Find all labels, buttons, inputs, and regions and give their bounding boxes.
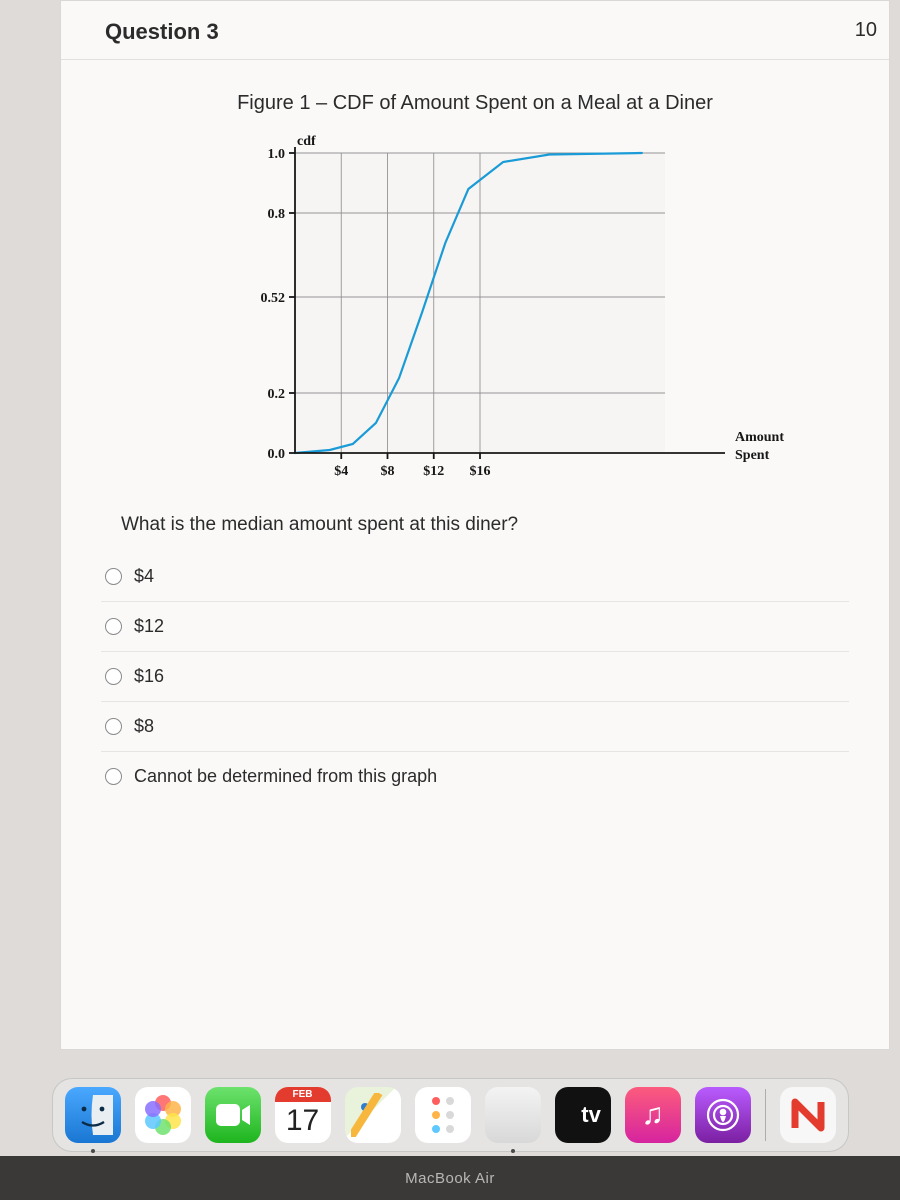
calendar-month: FEB	[275, 1087, 331, 1102]
svg-text:0.2: 0.2	[268, 387, 286, 402]
svg-text:$4: $4	[334, 464, 348, 479]
svg-text:0.0: 0.0	[268, 447, 286, 462]
svg-text:$8: $8	[381, 464, 395, 479]
question-header: Question 3 10	[61, 1, 889, 60]
maps-icon[interactable]	[345, 1087, 401, 1143]
finder-icon[interactable]	[65, 1087, 121, 1143]
figure-area: Figure 1 – CDF of Amount Spent on a Meal…	[61, 60, 889, 494]
option-label: Cannot be determined from this graph	[134, 766, 437, 787]
svg-text:0.8: 0.8	[268, 207, 286, 222]
cdf-chart: 0.0 0.2 0.52 0.8 1.0 $4 $8 $12 $16 cdf Amount Spent	[225, 129, 785, 479]
radio-icon	[105, 618, 122, 635]
reminders-icon[interactable]	[415, 1087, 471, 1143]
svg-text:0.52: 0.52	[261, 291, 286, 306]
calendar-icon[interactable]: FEB 17	[275, 1087, 331, 1143]
facetime-icon[interactable]	[205, 1087, 261, 1143]
svg-text:cdf: cdf	[297, 134, 316, 149]
dock-separator	[765, 1089, 766, 1141]
photos-icon[interactable]	[135, 1087, 191, 1143]
appletv-icon[interactable]: tv	[555, 1087, 611, 1143]
option-label: $4	[134, 566, 154, 587]
question-number: Question 3	[105, 19, 219, 45]
svg-text:$12: $12	[423, 464, 444, 479]
svg-text:Spent: Spent	[735, 448, 770, 463]
app-icon[interactable]	[780, 1087, 836, 1143]
answer-options: $4 $12 $16 $8 Cannot be determined from …	[61, 542, 889, 821]
radio-icon	[105, 668, 122, 685]
quiz-question-panel: Question 3 10 Figure 1 – CDF of Amount S…	[60, 0, 890, 1050]
answer-option[interactable]: $4	[101, 552, 849, 601]
app-icon[interactable]	[485, 1087, 541, 1143]
podcasts-icon[interactable]	[695, 1087, 751, 1143]
answer-option[interactable]: $12	[101, 601, 849, 651]
radio-icon	[105, 568, 122, 585]
svg-text:1.0: 1.0	[268, 147, 286, 162]
answer-option[interactable]: Cannot be determined from this graph	[101, 751, 849, 801]
laptop-bezel-text: MacBook Air	[0, 1156, 900, 1200]
question-prompt: What is the median amount spent at this …	[61, 494, 889, 542]
dock-tray: FEB 17 tv ♫	[52, 1078, 849, 1152]
cdf-chart-svg: 0.0 0.2 0.52 0.8 1.0 $4 $8 $12 $16 cdf Amount Spent	[225, 129, 785, 479]
calendar-day: 17	[275, 1102, 331, 1140]
running-indicator-dot	[511, 1149, 515, 1153]
svg-text:Amount: Amount	[735, 430, 784, 445]
figure-title: Figure 1 – CDF of Amount Spent on a Meal…	[81, 92, 869, 115]
option-label: $8	[134, 716, 154, 737]
dock: FEB 17 tv ♫	[0, 1078, 900, 1152]
answer-option[interactable]: $8	[101, 701, 849, 751]
question-points: 10	[855, 19, 877, 45]
music-icon[interactable]: ♫	[625, 1087, 681, 1143]
radio-icon	[105, 768, 122, 785]
option-label: $16	[134, 666, 164, 687]
tv-label: tv	[581, 1102, 601, 1127]
answer-option[interactable]: $16	[101, 651, 849, 701]
radio-icon	[105, 718, 122, 735]
bezel-label: MacBook Air	[405, 1170, 495, 1187]
running-indicator-dot	[91, 1149, 95, 1153]
option-label: $12	[134, 616, 164, 637]
svg-text:$16: $16	[470, 464, 491, 479]
